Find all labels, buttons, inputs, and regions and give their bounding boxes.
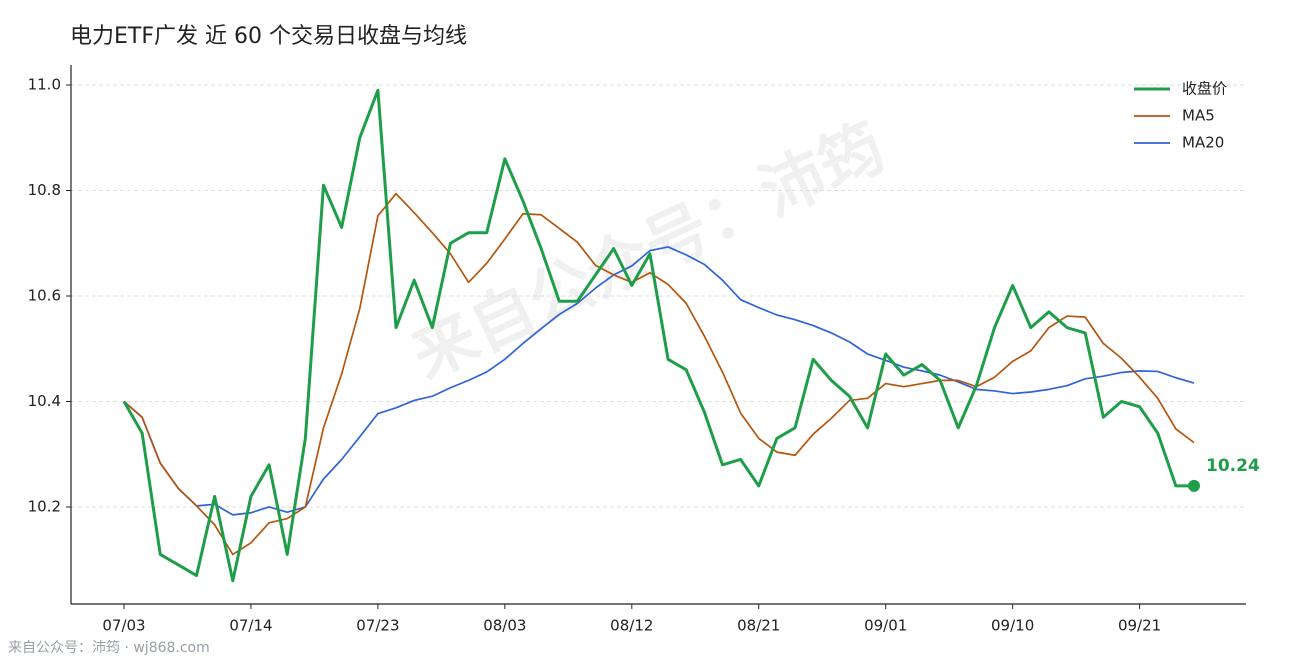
footer: 来自公众号：沛筠 · wj868.com [8,639,210,656]
x-tick-label: 09/01 [864,617,907,635]
legend-label: 收盘价 [1182,80,1227,98]
y-tick-label: 10.4 [28,392,61,410]
y-tick-label: 11.0 [28,76,61,94]
series-line [122,88,1194,583]
legend-label: MA5 [1182,107,1215,125]
x-tick-label: 07/23 [356,617,399,635]
x-tick-label: 08/21 [737,617,780,635]
x-tick-label: 07/14 [229,617,272,635]
x-tick-label: 09/10 [991,617,1034,635]
x-tick-label: 08/03 [483,617,526,635]
y-tick-label: 10.2 [28,497,61,515]
x-tick-label: 07/03 [102,617,145,635]
series-line [123,192,1195,556]
last-value-label: 10.24 [1206,456,1260,476]
x-tick-label: 09/21 [1118,617,1161,635]
series-line [123,246,1195,516]
last-point [1188,479,1200,492]
chart-title: 电力ETF广发 近 60 个交易日收盘与均线 [70,24,467,49]
y-tick-label: 10.6 [28,287,61,305]
legend-label: MA20 [1182,134,1224,152]
x-tick-label: 08/12 [610,617,653,635]
y-tick-label: 10.8 [28,181,61,199]
